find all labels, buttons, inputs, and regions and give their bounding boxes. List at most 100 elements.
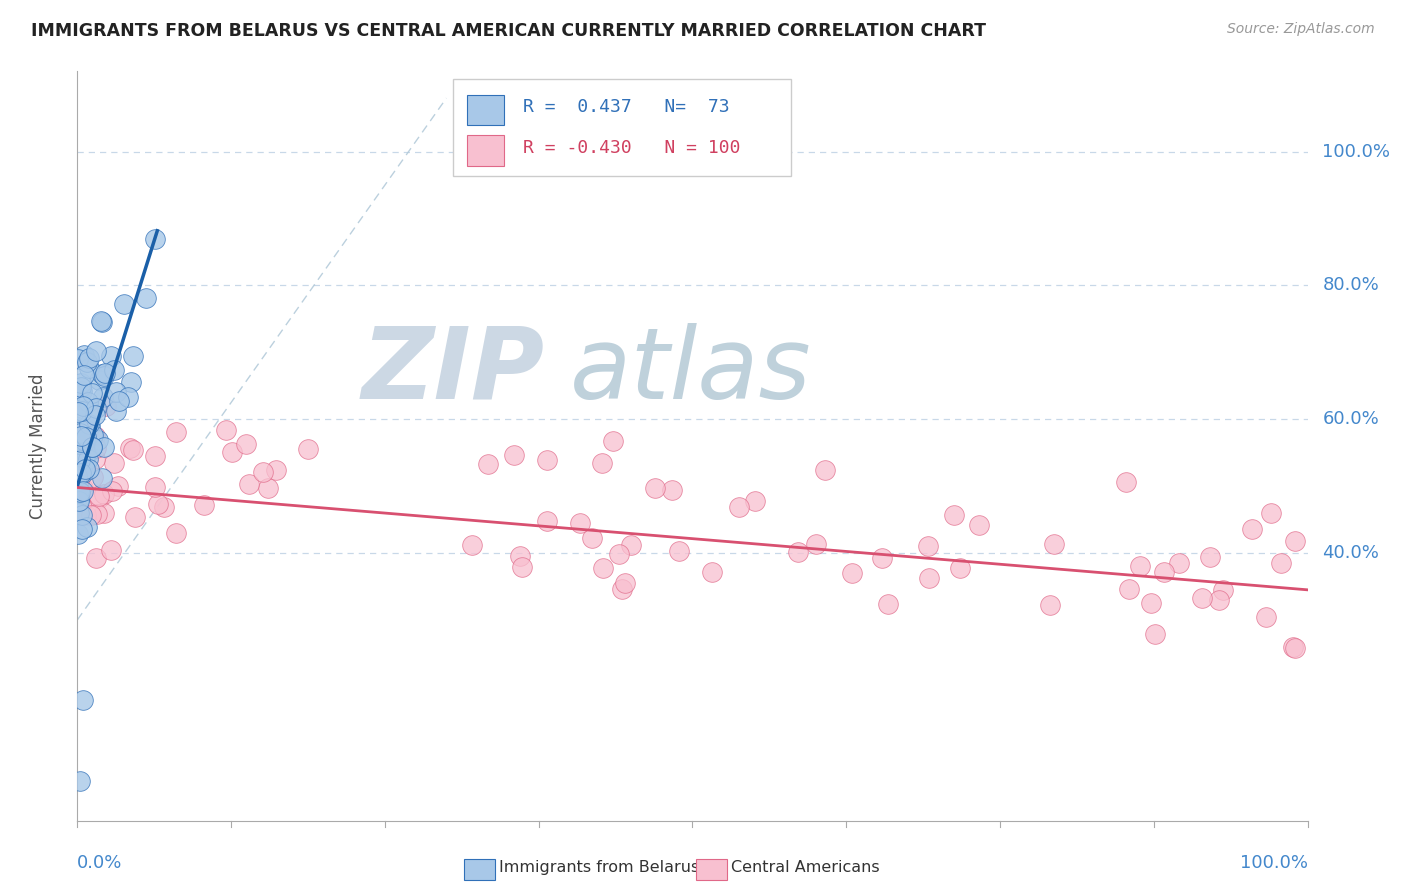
Point xyxy=(661,483,683,498)
Point xyxy=(73,450,96,464)
Point xyxy=(120,375,142,389)
Point xyxy=(1118,582,1140,596)
Point xyxy=(72,452,94,467)
Point xyxy=(86,441,108,455)
Point xyxy=(90,314,112,328)
Point xyxy=(644,481,666,495)
Point xyxy=(165,425,187,439)
Text: 100.0%: 100.0% xyxy=(1240,855,1308,872)
Point xyxy=(118,441,141,455)
Point xyxy=(69,485,91,500)
Point xyxy=(121,350,143,364)
Point xyxy=(581,531,603,545)
Point xyxy=(73,347,96,361)
Text: 60.0%: 60.0% xyxy=(1323,410,1379,428)
Point xyxy=(918,571,941,585)
Point xyxy=(93,369,115,384)
Point xyxy=(105,403,128,417)
Point xyxy=(148,497,170,511)
Point xyxy=(66,527,89,541)
Point xyxy=(967,517,990,532)
Point xyxy=(67,484,90,499)
Point xyxy=(238,476,260,491)
Point xyxy=(70,376,93,390)
Point xyxy=(256,481,278,495)
Point xyxy=(75,434,97,449)
Point xyxy=(942,508,965,523)
Point xyxy=(122,443,145,458)
Point xyxy=(165,526,187,541)
Point xyxy=(67,437,90,451)
Point xyxy=(76,447,98,461)
Point xyxy=(1284,640,1306,655)
Point xyxy=(509,549,531,563)
Point xyxy=(66,405,89,419)
Text: 100.0%: 100.0% xyxy=(1323,143,1391,161)
Point xyxy=(72,484,94,499)
Point xyxy=(77,424,100,438)
Point xyxy=(84,451,107,466)
Point xyxy=(69,428,91,442)
Text: 40.0%: 40.0% xyxy=(1323,544,1379,562)
Point xyxy=(84,408,107,422)
Point xyxy=(73,431,96,445)
Point xyxy=(252,465,274,479)
Point xyxy=(591,456,613,470)
Point xyxy=(135,291,157,305)
Point xyxy=(841,566,863,581)
Point xyxy=(221,445,243,459)
Point xyxy=(77,351,100,365)
Point xyxy=(86,508,108,522)
Point xyxy=(143,449,166,463)
Text: 0.0%: 0.0% xyxy=(77,855,122,872)
Point xyxy=(72,522,94,536)
Point xyxy=(124,510,146,524)
Point xyxy=(69,773,91,788)
Point xyxy=(91,390,114,404)
Point xyxy=(787,545,810,559)
Point xyxy=(73,460,96,475)
Point xyxy=(87,491,110,505)
Point xyxy=(100,543,122,558)
Point xyxy=(90,315,112,329)
Point xyxy=(105,385,128,400)
Point xyxy=(100,349,122,363)
Text: ZIP: ZIP xyxy=(361,323,546,419)
Point xyxy=(297,442,319,457)
Point xyxy=(67,494,90,508)
Point xyxy=(727,500,749,515)
Point xyxy=(82,440,104,454)
Point xyxy=(82,386,104,401)
Point xyxy=(1191,591,1213,606)
FancyBboxPatch shape xyxy=(467,95,505,125)
Point xyxy=(67,474,90,488)
Point xyxy=(70,508,93,523)
Point xyxy=(72,399,94,413)
Point xyxy=(610,582,633,596)
Text: IMMIGRANTS FROM BELARUS VS CENTRAL AMERICAN CURRENTLY MARRIED CORRELATION CHART: IMMIGRANTS FROM BELARUS VS CENTRAL AMERI… xyxy=(31,22,986,40)
Point xyxy=(93,487,115,501)
Point xyxy=(84,401,107,415)
Point xyxy=(84,429,107,443)
Point xyxy=(93,440,115,454)
Point xyxy=(1129,559,1152,574)
Point xyxy=(510,560,533,574)
Point xyxy=(72,467,94,481)
Point xyxy=(700,565,723,579)
Point xyxy=(1168,556,1191,570)
Point xyxy=(1208,592,1230,607)
Point xyxy=(1139,596,1161,610)
Point xyxy=(101,484,124,499)
Point xyxy=(72,481,94,495)
Point xyxy=(86,433,108,447)
Point xyxy=(1144,627,1167,641)
Text: R = -0.430   N = 100: R = -0.430 N = 100 xyxy=(523,139,740,157)
Point xyxy=(1115,475,1137,489)
Point xyxy=(91,471,114,485)
Point xyxy=(804,536,827,550)
Point xyxy=(917,539,939,553)
Point xyxy=(536,515,558,529)
Point xyxy=(813,463,835,477)
Text: 80.0%: 80.0% xyxy=(1323,277,1379,294)
Point xyxy=(103,363,125,377)
